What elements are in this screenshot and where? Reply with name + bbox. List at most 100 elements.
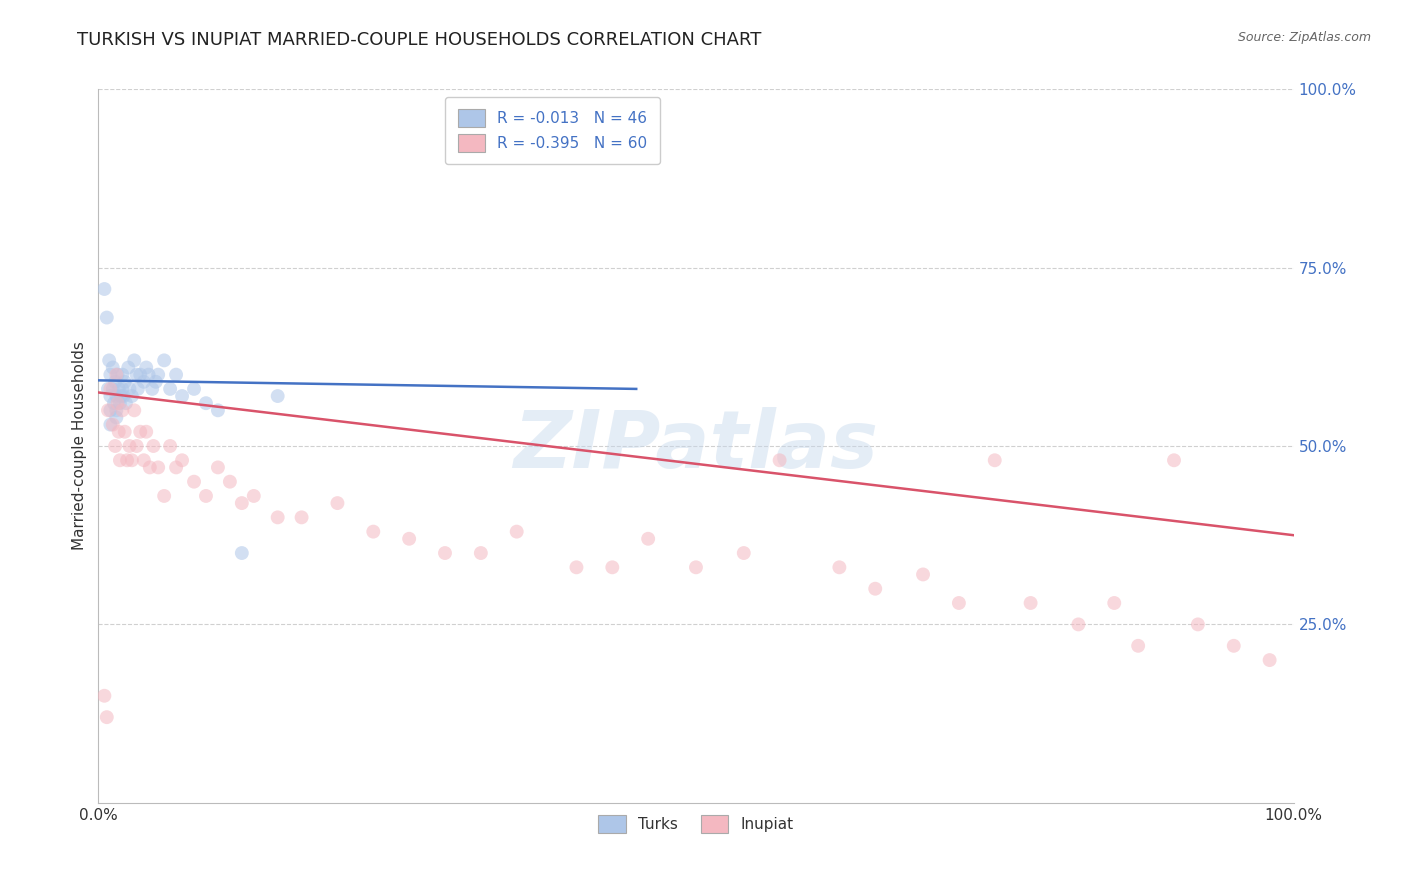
Point: [1019, 596, 1042, 610]
Point: [96, 710, 118, 724]
Point: [326, 496, 349, 510]
Point: [127, 382, 149, 396]
Point: [101, 417, 124, 432]
Point: [1258, 653, 1281, 667]
Point: [267, 389, 290, 403]
Point: [96, 310, 118, 325]
Point: [125, 439, 148, 453]
Point: [398, 532, 420, 546]
Point: [114, 425, 136, 439]
Point: [159, 439, 181, 453]
Point: [434, 546, 457, 560]
Point: [768, 453, 790, 467]
Point: [129, 368, 152, 382]
Point: [98, 389, 122, 403]
Text: Source: ZipAtlas.com: Source: ZipAtlas.com: [1237, 31, 1371, 45]
Point: [104, 439, 127, 453]
Point: [108, 453, 131, 467]
Point: [602, 560, 624, 574]
Point: [219, 475, 242, 489]
Point: [135, 360, 157, 375]
Point: [828, 560, 851, 574]
Text: TURKISH VS INUPIAT MARRIED-COUPLE HOUSEHOLDS CORRELATION CHART: TURKISH VS INUPIAT MARRIED-COUPLE HOUSEH…: [77, 31, 762, 49]
Point: [141, 382, 163, 396]
Point: [105, 389, 128, 403]
Point: [107, 425, 129, 439]
Point: [93, 282, 115, 296]
Point: [132, 375, 155, 389]
Point: [195, 489, 218, 503]
Point: [108, 396, 131, 410]
Point: [231, 546, 253, 560]
Point: [207, 460, 229, 475]
Point: [865, 582, 887, 596]
Point: [1128, 639, 1150, 653]
Point: [112, 389, 135, 403]
Point: [911, 567, 934, 582]
Point: [637, 532, 659, 546]
Point: [153, 353, 176, 368]
Point: [733, 546, 755, 560]
Point: [145, 375, 167, 389]
Point: [98, 417, 122, 432]
Point: [101, 382, 124, 396]
Point: [97, 403, 120, 417]
Point: [105, 410, 128, 425]
Point: [98, 403, 122, 417]
Point: [948, 596, 970, 610]
Point: [98, 353, 121, 368]
Point: [1163, 453, 1185, 467]
Point: [115, 396, 138, 410]
Point: [1067, 617, 1090, 632]
Point: [363, 524, 385, 539]
Point: [104, 375, 127, 389]
Point: [124, 403, 146, 417]
Point: [183, 475, 205, 489]
Point: [984, 453, 1007, 467]
Point: [129, 425, 152, 439]
Point: [207, 403, 229, 417]
Point: [142, 439, 165, 453]
Point: [101, 360, 124, 375]
Point: [114, 375, 136, 389]
Point: [1187, 617, 1209, 632]
Point: [148, 460, 170, 475]
Point: [125, 368, 148, 382]
Point: [231, 496, 253, 510]
Point: [138, 368, 160, 382]
Point: [153, 489, 176, 503]
Point: [135, 425, 157, 439]
Point: [115, 453, 138, 467]
Point: [111, 368, 134, 382]
Point: [111, 403, 134, 417]
Point: [105, 368, 128, 382]
Point: [195, 396, 218, 410]
Point: [107, 382, 129, 396]
Point: [565, 560, 588, 574]
Point: [139, 460, 162, 475]
Point: [107, 368, 129, 382]
Point: [121, 389, 143, 403]
Point: [183, 382, 205, 396]
Legend: Turks, Inupiat: Turks, Inupiat: [586, 803, 806, 845]
Point: [107, 396, 129, 410]
Point: [172, 453, 194, 467]
Point: [98, 368, 122, 382]
Point: [148, 368, 170, 382]
Y-axis label: Married-couple Households: Married-couple Households: [72, 342, 87, 550]
Point: [159, 382, 181, 396]
Point: [1104, 596, 1126, 610]
Point: [118, 382, 141, 396]
Point: [1223, 639, 1246, 653]
Point: [165, 460, 187, 475]
Point: [291, 510, 314, 524]
Point: [172, 389, 194, 403]
Point: [267, 510, 290, 524]
Point: [105, 403, 128, 417]
Point: [118, 439, 141, 453]
Point: [93, 689, 115, 703]
Point: [243, 489, 266, 503]
Point: [506, 524, 529, 539]
Point: [132, 453, 155, 467]
Point: [97, 382, 120, 396]
